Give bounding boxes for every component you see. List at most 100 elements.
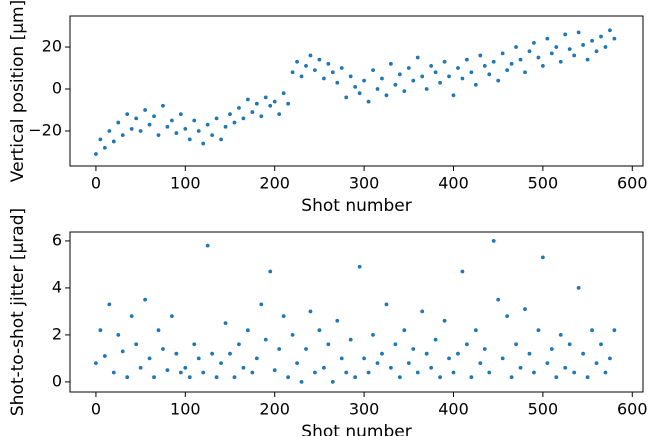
point [170,314,174,319]
point [237,342,241,347]
point [442,59,447,64]
point [585,375,590,380]
point [335,318,340,323]
point [147,122,152,127]
x-tick-label: 600 [617,174,648,193]
point [540,64,545,68]
point [263,337,268,342]
x-tick-label: 300 [349,400,380,419]
point [456,351,460,356]
point [429,365,434,370]
point [371,68,375,73]
x-tick-label: 0 [91,400,101,419]
point [411,347,416,351]
point [514,342,518,347]
x-tick-label: 400 [438,174,469,193]
point [496,78,501,83]
point [228,112,232,117]
point [219,361,223,366]
point [228,351,232,356]
point [460,76,465,81]
point [290,70,295,75]
point [536,55,541,60]
point [549,347,554,351]
point [304,347,308,351]
point [344,370,349,375]
point [348,74,353,79]
point [487,72,492,77]
x-tick-label: 300 [349,174,380,193]
point [366,370,371,375]
point [567,47,572,52]
point [415,370,420,375]
point [268,269,273,274]
point [259,302,264,307]
point [214,116,219,121]
point [496,297,501,302]
point [339,66,344,70]
subplot: 0 100 200 300 400 500 600 −20 0 20 Shot number Vert… [8,0,648,216]
point [120,133,125,138]
point [223,321,228,326]
point [406,361,411,366]
point [464,342,469,347]
point [482,64,487,68]
point [241,116,246,121]
point [107,302,112,307]
point [268,103,273,108]
point [500,51,505,56]
point [447,74,451,79]
point [152,375,156,380]
point [487,370,492,375]
point [187,375,192,380]
point [375,361,380,366]
point [563,365,568,370]
point [375,87,380,91]
point [567,342,572,347]
point [94,152,98,156]
y-axis-label: Vertical position [μm] [8,0,28,182]
point [237,105,241,110]
point [214,375,219,380]
y-tick-label: 2 [52,324,62,343]
point [321,365,326,370]
point [299,74,304,79]
point [415,55,420,60]
point [558,59,563,64]
y-tick-label: −20 [28,120,62,139]
point [281,314,286,319]
point [317,328,322,333]
point [473,82,478,87]
point [232,120,237,125]
point [612,328,617,333]
x-tick-label: 100 [170,174,201,193]
point [259,114,264,119]
point [397,72,402,77]
point [192,342,197,347]
point [330,379,335,384]
point [286,101,291,106]
point [219,137,223,142]
point [469,70,474,75]
point [500,356,505,361]
point [380,76,384,81]
point [411,78,416,83]
point [397,375,402,380]
point [254,356,259,361]
point [581,43,586,47]
point [98,137,103,142]
point [299,379,304,384]
point [134,342,139,347]
point [205,243,210,248]
point [393,342,398,347]
point [339,356,344,361]
point [572,370,577,375]
point [384,302,389,307]
point [111,139,116,144]
point [281,91,286,96]
point [451,370,456,375]
point [116,333,121,337]
point [156,133,161,138]
point [447,356,451,361]
point [192,118,197,123]
